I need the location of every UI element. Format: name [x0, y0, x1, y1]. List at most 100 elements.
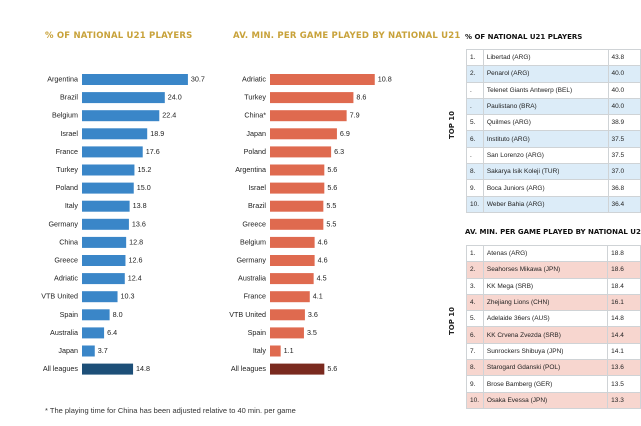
category-label: All leagues — [43, 364, 79, 373]
bar-chart-national-players: Argentina 30.7 Brazil 24.0 Belgium 22.4 Israel… — [41, 74, 205, 375]
rank-cell: 2. — [466, 261, 484, 279]
value-label: 3.7 — [98, 346, 108, 355]
bar — [82, 309, 110, 321]
bar — [82, 345, 95, 357]
category-label: Poland — [244, 147, 266, 156]
table-row: 8. Sakarya Isik Koleji (TUR) 37.0 — [466, 163, 641, 181]
value-cell: 37.5 — [607, 146, 641, 165]
team-cell: Libertad (ARG) — [482, 48, 609, 67]
category-label: Japan — [246, 129, 266, 138]
bar — [270, 255, 315, 266]
category-label: Turkey — [244, 93, 266, 102]
value-label: 5.6 — [327, 165, 337, 174]
category-label: Spain — [60, 310, 78, 319]
rank-cell: 3. — [466, 277, 484, 295]
rank-cell: 6. — [466, 130, 484, 148]
bar — [270, 291, 310, 303]
bar — [82, 200, 130, 212]
bar-chart-minutes-played: Adriatic 10.8 Turkey 8.6 China* 7.9 Japan 6.9 Po… — [229, 74, 392, 375]
value-cell: 18.6 — [607, 261, 641, 279]
value-label: 4.1 — [313, 292, 323, 301]
rank-cell: . — [466, 97, 484, 116]
table-row: . San Lorenzo (ARG) 37.5 — [466, 146, 641, 165]
category-label: Brazil — [60, 93, 78, 102]
bar — [82, 363, 134, 375]
category-label: Israel — [60, 129, 78, 138]
category-label: Belgium — [52, 111, 78, 120]
team-cell: Osaka Evessa (JPN) — [482, 391, 609, 409]
bar — [82, 74, 188, 85]
team-cell: Quilmes (ARG) — [482, 114, 609, 132]
value-label: 3.6 — [308, 310, 318, 319]
bar — [270, 146, 332, 158]
category-label: Adriatic — [242, 75, 266, 84]
bar — [270, 236, 315, 248]
bar — [270, 273, 314, 285]
top10-label-national: TOP 10 — [448, 110, 457, 140]
category-label: Japan — [58, 346, 78, 355]
table-title-minutes-played: AV. MIN. PER GAME PLAYED BY NATIONAL U21 — [465, 228, 641, 236]
value-label: 7.9 — [350, 111, 360, 120]
team-cell: Starogard Gdanski (POL) — [482, 359, 609, 377]
bar — [82, 255, 126, 266]
bar — [82, 236, 127, 248]
value-cell: 18.4 — [607, 277, 641, 295]
team-cell: Weber Bahia (ARG) — [482, 195, 609, 213]
value-label: 18.9 — [150, 129, 164, 138]
rank-cell: 8. — [466, 359, 484, 377]
bar — [82, 327, 105, 339]
value-label: 4.6 — [318, 256, 328, 265]
category-label: Greece — [54, 256, 78, 265]
chart-title-national-players: % OF NATIONAL U21 PLAYERS — [45, 31, 193, 41]
value-label: 12.8 — [129, 237, 143, 246]
rank-cell: 2. — [466, 65, 484, 83]
value-label: 3.5 — [307, 328, 317, 337]
bar — [82, 128, 148, 140]
rank-cell: 1. — [466, 48, 484, 67]
value-cell: 14.4 — [607, 326, 641, 344]
value-label: 4.6 — [318, 237, 328, 246]
table-row: 4. Zhejiang Lions (CHN) 16.1 — [466, 293, 641, 312]
category-label: China* — [244, 111, 266, 120]
category-label: Spain — [248, 328, 266, 337]
value-label: 8.0 — [113, 310, 123, 319]
category-label: Germany — [236, 256, 266, 265]
rank-cell: 9. — [466, 179, 484, 197]
bar — [270, 345, 281, 357]
value-cell: 36.8 — [607, 179, 641, 197]
team-cell: Penarol (ARG) — [482, 65, 609, 83]
value-label: 15.2 — [137, 165, 151, 174]
rank-cell: 10. — [466, 195, 484, 213]
category-label: Italy — [65, 201, 79, 210]
table-row: 8. Starogard Gdanski (POL) 13.6 — [466, 359, 641, 377]
bar — [270, 92, 354, 104]
value-label: 22.4 — [162, 111, 176, 120]
team-cell: Paulistano (BRA) — [482, 97, 609, 116]
category-label: VTB United — [229, 310, 266, 319]
bar — [82, 273, 125, 285]
value-label: 4.5 — [317, 274, 327, 283]
team-cell: Brose Bamberg (GER) — [482, 375, 609, 393]
bar — [270, 74, 375, 85]
value-cell: 13.6 — [607, 359, 641, 377]
value-label: 10.8 — [378, 75, 392, 84]
team-cell: Atenas (ARG) — [482, 244, 609, 263]
value-label: 30.7 — [191, 75, 205, 84]
value-cell: 14.1 — [607, 342, 641, 361]
rank-cell: 10. — [466, 391, 484, 409]
value-label: 15.0 — [137, 183, 151, 192]
value-label: 12.4 — [128, 274, 142, 283]
value-cell: 38.9 — [607, 114, 641, 132]
bar — [82, 92, 165, 104]
rank-cell: . — [466, 146, 484, 165]
category-label: Poland — [56, 183, 78, 192]
bar — [82, 110, 160, 122]
value-label: 6.3 — [334, 147, 344, 156]
value-cell: 18.8 — [607, 244, 641, 263]
value-label: 10.3 — [121, 292, 135, 301]
table-row: 2. Penarol (ARG) 40.0 — [466, 65, 641, 83]
category-label: Argentina — [235, 165, 266, 174]
category-label: France — [56, 147, 78, 156]
value-cell: 40.0 — [607, 65, 641, 83]
table-row: 9. Boca Juniors (ARG) 36.8 — [466, 179, 641, 197]
